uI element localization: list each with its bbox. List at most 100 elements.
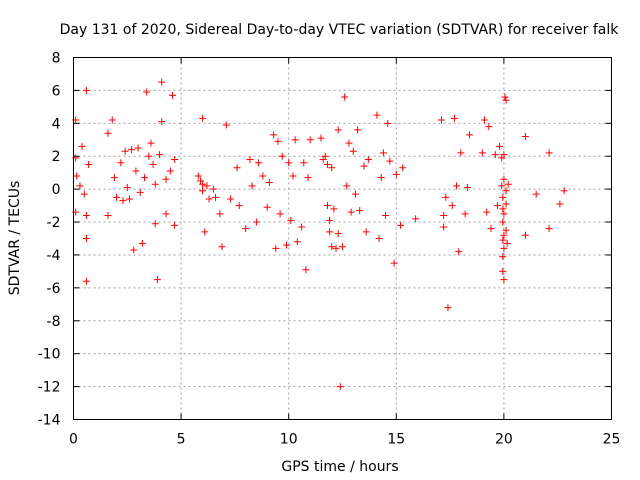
data-point — [341, 93, 349, 101]
data-point — [332, 244, 340, 252]
data-point — [121, 147, 129, 155]
data-point — [354, 126, 362, 134]
data-point — [556, 200, 564, 208]
data-point — [203, 182, 211, 190]
data-point — [162, 175, 170, 183]
data-point — [216, 210, 224, 218]
x-tick-label: 10 — [280, 432, 298, 448]
data-point — [151, 220, 159, 228]
data-point — [85, 160, 93, 168]
data-point — [390, 259, 398, 267]
y-tick-label: -2 — [47, 215, 61, 231]
data-point — [113, 193, 121, 201]
data-point — [291, 136, 299, 144]
data-point — [392, 170, 400, 178]
data-point — [171, 221, 179, 229]
data-point — [265, 179, 273, 187]
data-point — [351, 190, 359, 198]
data-point — [450, 114, 458, 122]
data-point — [532, 190, 540, 198]
data-point — [356, 207, 364, 215]
data-point — [349, 147, 357, 155]
data-point — [242, 225, 250, 233]
tick-labels: 0 5 10 15 20 25 -14 -12 -10 -8 -6 -4 -2 0 2 4 6 8 — [38, 51, 621, 448]
data-point — [496, 142, 504, 150]
x-tick-label: 5 — [177, 432, 186, 448]
data-point — [500, 244, 508, 252]
data-point — [285, 159, 293, 167]
data-point — [397, 221, 405, 229]
data-point — [119, 197, 127, 205]
data-point — [162, 210, 170, 218]
data-point — [78, 142, 86, 150]
data-point — [304, 174, 312, 182]
data-point — [412, 215, 420, 223]
data-point — [326, 228, 334, 236]
data-point — [153, 276, 161, 284]
data-point — [521, 231, 529, 239]
y-tick-label: -8 — [47, 314, 61, 330]
data-point — [255, 159, 263, 167]
data-point — [287, 216, 295, 224]
data-point — [323, 160, 331, 168]
data-point — [330, 205, 338, 213]
data-point — [504, 180, 512, 188]
data-point — [321, 152, 329, 160]
data-point — [108, 116, 116, 124]
data-point — [501, 93, 509, 101]
data-point — [502, 200, 510, 208]
data-point — [80, 190, 88, 198]
data-point — [499, 236, 507, 244]
data-point — [560, 187, 568, 195]
data-point — [156, 151, 164, 159]
data-point — [278, 152, 286, 160]
data-point — [362, 228, 370, 236]
data-point — [347, 208, 355, 216]
data-point — [132, 167, 140, 175]
data-point — [328, 164, 336, 172]
data-point — [270, 131, 278, 139]
data-point — [82, 277, 90, 285]
axis-ticks — [73, 57, 612, 420]
data-point — [136, 188, 144, 196]
data-point — [399, 164, 407, 172]
data-point — [209, 185, 217, 193]
x-tick-label: 25 — [603, 432, 621, 448]
y-tick-label: -12 — [38, 380, 61, 396]
data-point — [545, 149, 553, 157]
data-point — [339, 243, 346, 251]
data-point — [227, 195, 235, 203]
data-point — [212, 193, 220, 201]
data-point — [259, 172, 267, 180]
data-point — [123, 183, 131, 191]
data-point — [199, 187, 207, 195]
data-point — [149, 160, 157, 168]
data-point — [293, 238, 301, 246]
data-point — [463, 183, 471, 191]
y-tick-label: -10 — [38, 347, 61, 363]
data-point — [500, 151, 508, 159]
data-point — [283, 241, 291, 249]
data-point — [499, 253, 507, 261]
data-point — [485, 123, 493, 131]
data-point — [272, 244, 280, 252]
data-point — [499, 205, 507, 213]
data-point — [373, 111, 381, 119]
data-point — [502, 187, 510, 195]
data-point — [461, 210, 469, 218]
plot-frame — [73, 57, 612, 420]
data-point — [326, 216, 334, 224]
data-point — [76, 182, 84, 190]
data-point — [493, 202, 501, 210]
data-point — [498, 182, 506, 190]
data-point — [379, 149, 387, 157]
data-point — [437, 116, 445, 124]
data-point — [499, 218, 507, 226]
data-point — [143, 88, 151, 96]
data-point — [440, 223, 448, 231]
data-point — [382, 211, 390, 219]
data-point — [276, 210, 284, 218]
data-point — [151, 180, 159, 188]
y-tick-label: -14 — [38, 413, 61, 429]
